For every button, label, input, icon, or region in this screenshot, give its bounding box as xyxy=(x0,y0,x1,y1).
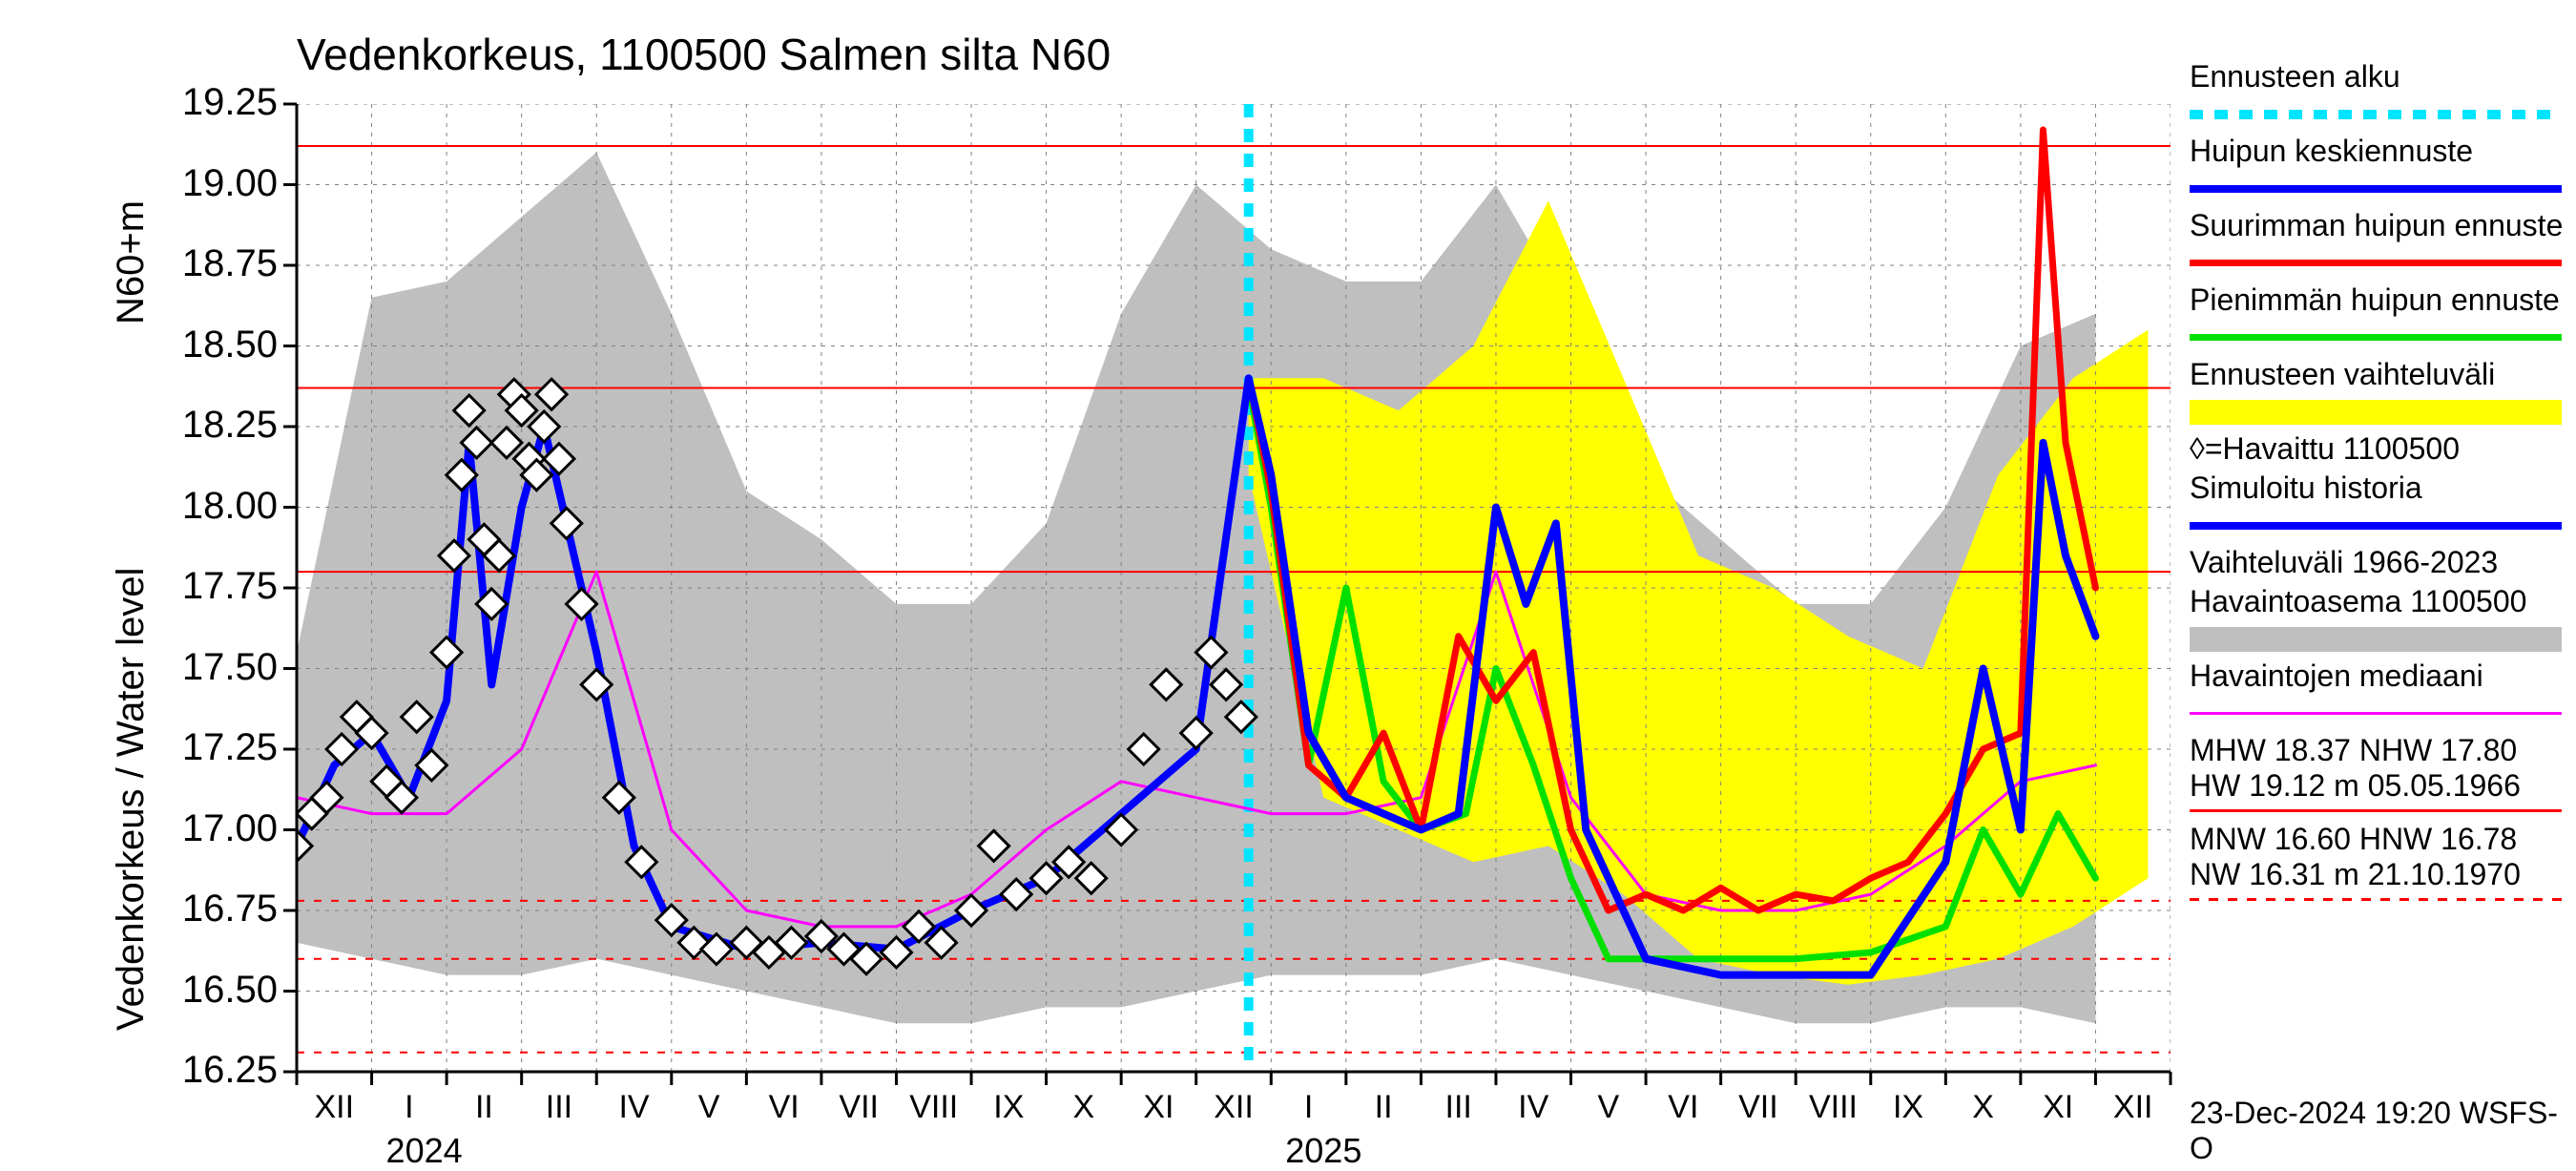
y-tick-label: 18.00 xyxy=(163,485,278,528)
legend-separator-dashed xyxy=(2190,898,2562,901)
legend-separator-solid xyxy=(2190,809,2562,812)
legend-label: Havaintoasema 1100500 xyxy=(2190,584,2566,619)
x-month-label: II xyxy=(1355,1089,1412,1126)
x-month-label: VIII xyxy=(1804,1089,1861,1126)
x-month-label: I xyxy=(381,1089,438,1126)
x-month-label: XII xyxy=(305,1089,363,1126)
legend-stat: NW 16.31 m 21.10.1970 xyxy=(2190,857,2566,892)
x-month-label: IV xyxy=(1505,1089,1562,1126)
legend-item: Simuloitu historia xyxy=(2190,470,2566,541)
x-month-label: VIII xyxy=(905,1089,963,1126)
y-tick-label: 16.50 xyxy=(163,969,278,1012)
y-tick-label: 18.75 xyxy=(163,242,278,285)
chart-page: Vedenkorkeus, 1100500 Salmen silta N60 N… xyxy=(0,0,2576,1145)
legend-item: Ennusteen alku xyxy=(2190,59,2566,130)
x-year-label: 2024 xyxy=(386,1131,463,1171)
legend-item: Huipun keskiennuste xyxy=(2190,134,2566,204)
y-tick-label: 18.25 xyxy=(163,404,278,447)
x-month-label: IV xyxy=(606,1089,663,1126)
legend-item: Ennusteen vaihteluväli xyxy=(2190,357,2566,428)
legend-stat: MNW 16.60 HNW 16.78 xyxy=(2190,822,2566,857)
x-month-label: XII xyxy=(2105,1089,2162,1126)
legend-label: Simuloitu historia xyxy=(2190,470,2566,506)
legend-swatch-line xyxy=(2190,712,2562,715)
legend-swatch-line xyxy=(2190,522,2562,530)
y-tick-label: 17.50 xyxy=(163,646,278,689)
legend-label: Ennusteen alku xyxy=(2190,59,2566,94)
legend-swatch-line xyxy=(2190,185,2562,193)
x-month-label: VII xyxy=(1730,1089,1787,1126)
x-month-label: VI xyxy=(1654,1089,1712,1126)
legend-stat: MHW 18.37 NHW 17.80 xyxy=(2190,733,2566,768)
legend-label: Havaintojen mediaani xyxy=(2190,659,2566,694)
legend-swatch-line xyxy=(2190,260,2562,266)
legend-label: Ennusteen vaihteluväli xyxy=(2190,357,2566,392)
x-month-label: IX xyxy=(980,1089,1037,1126)
legend-label: Suurimman huipun ennuste xyxy=(2190,208,2566,243)
y-tick-label: 17.00 xyxy=(163,807,278,850)
x-month-label: VI xyxy=(756,1089,813,1126)
legend-swatch-line xyxy=(2190,334,2562,341)
legend: Ennusteen alku Huipun keskiennuste Suurimm… xyxy=(2190,59,2566,907)
legend-item: ◊=Havaittu 1100500 xyxy=(2190,431,2566,467)
x-month-label: XII xyxy=(1205,1089,1262,1126)
y-tick-label: 18.50 xyxy=(163,324,278,366)
x-month-label: VII xyxy=(830,1089,887,1126)
x-month-label: III xyxy=(530,1089,588,1126)
x-month-label: XI xyxy=(2029,1089,2087,1126)
y-tick-label: 17.25 xyxy=(163,726,278,769)
y-tick-label: 19.00 xyxy=(163,162,278,205)
legend-item: Vaihteluväli 1966-2023 xyxy=(2190,545,2566,580)
legend-item: Havaintoasema 1100500 xyxy=(2190,584,2566,655)
x-month-label: IX xyxy=(1880,1089,1937,1126)
x-month-label: XI xyxy=(1130,1089,1187,1126)
x-month-label: X xyxy=(1955,1089,2012,1126)
legend-label: Pienimmän huipun ennuste xyxy=(2190,282,2566,318)
y-tick-label: 17.75 xyxy=(163,565,278,608)
legend-label: Huipun keskiennuste xyxy=(2190,134,2566,169)
x-month-label: II xyxy=(455,1089,512,1126)
legend-item: Suurimman huipun ennuste xyxy=(2190,208,2566,279)
x-month-label: V xyxy=(680,1089,737,1126)
legend-stat: HW 19.12 m 05.05.1966 xyxy=(2190,768,2566,804)
legend-label: ◊=Havaittu 1100500 xyxy=(2190,431,2566,467)
y-tick-label: 16.75 xyxy=(163,888,278,931)
legend-label: Vaihteluväli 1966-2023 xyxy=(2190,545,2566,580)
y-tick-label: 19.25 xyxy=(163,81,278,124)
x-month-label: III xyxy=(1430,1089,1487,1126)
legend-swatch-band xyxy=(2190,627,2562,652)
legend-swatch-line xyxy=(2190,110,2562,119)
x-year-label: 2025 xyxy=(1285,1131,1361,1171)
x-month-label: I xyxy=(1280,1089,1338,1126)
x-month-label: X xyxy=(1055,1089,1112,1126)
y-tick-label: 16.25 xyxy=(163,1049,278,1092)
legend-swatch-band xyxy=(2190,400,2562,425)
legend-item: Havaintojen mediaani xyxy=(2190,659,2566,729)
legend-item: Pienimmän huipun ennuste xyxy=(2190,282,2566,353)
footer-text: 23-Dec-2024 19:20 WSFS-O xyxy=(2190,1096,2576,1166)
x-month-label: V xyxy=(1580,1089,1637,1126)
